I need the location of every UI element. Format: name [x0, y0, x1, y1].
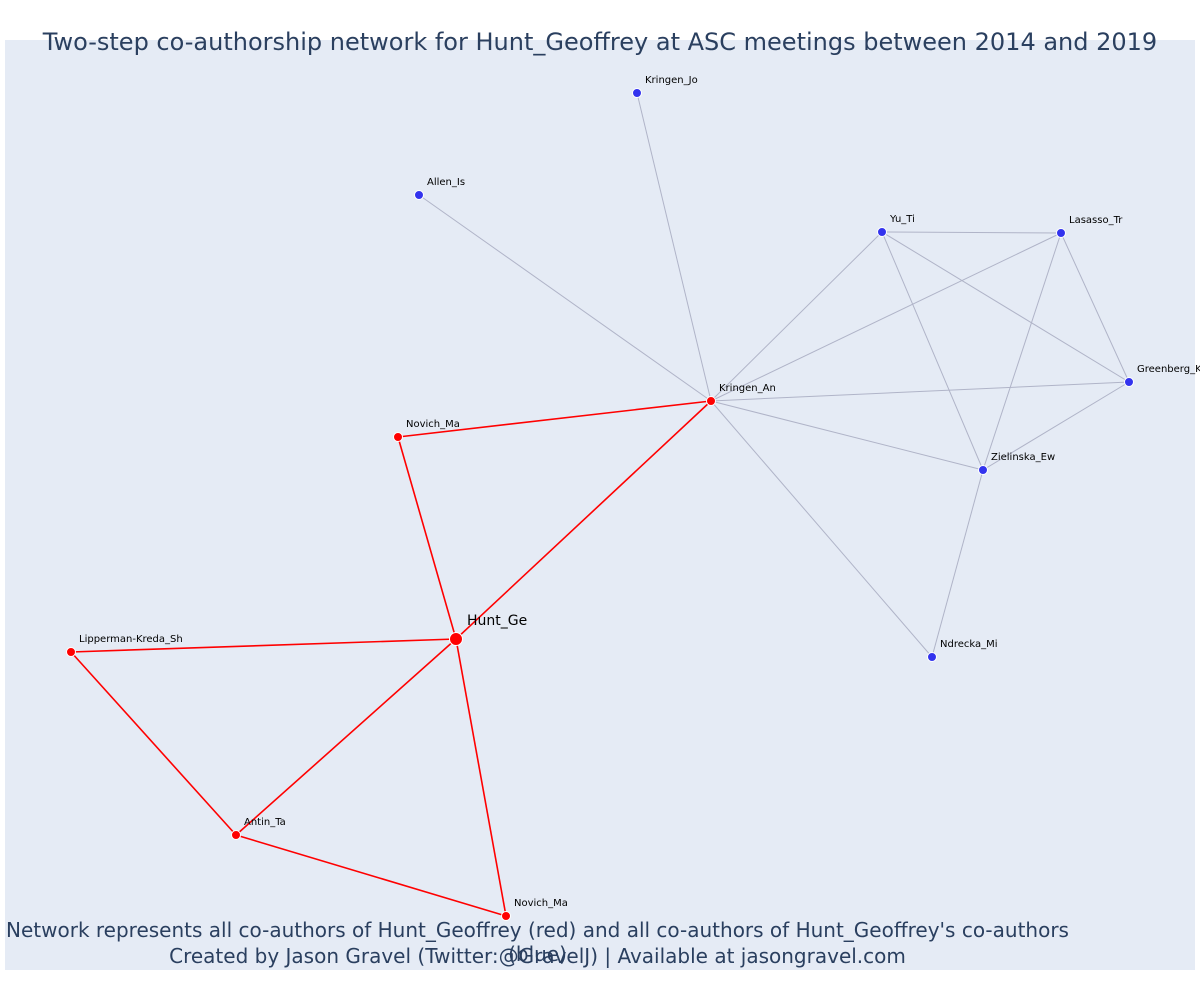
node-label-kringen_jo: Kringen_Jo	[645, 75, 698, 86]
node-antin[interactable]	[231, 830, 241, 840]
node-greenberg[interactable]	[1124, 377, 1134, 387]
chart-title: Two-step co-authorship network for Hunt_…	[42, 28, 1158, 56]
edge-hunt-novich2	[455, 638, 507, 917]
edge-layer	[70, 92, 1130, 917]
edge-hunt-lipperman	[70, 638, 457, 653]
edge-antin-novich2	[235, 834, 507, 917]
edge-kringen_an-allen	[418, 194, 712, 402]
edge-yu-lasasso	[881, 231, 1062, 234]
edge-novich1-kringen_an	[397, 400, 712, 438]
node-label-novich1: Novich_Ma	[406, 419, 460, 430]
node-lasasso[interactable]	[1056, 228, 1066, 238]
edge-yu-zielinska	[881, 231, 984, 471]
edge-kringen_an-ndrecka	[710, 400, 933, 658]
edge-hunt-kringen_an	[455, 400, 712, 640]
node-label-greenberg: Greenberg_K	[1137, 364, 1200, 375]
node-allen[interactable]	[414, 190, 424, 200]
label-layer: Hunt_Ge Novich_Ma Kringen_An Lipperman-Kred…	[79, 75, 1200, 909]
footer-caption: Network represents all co-authors of Hun…	[6, 918, 1069, 966]
edge-hunt-antin	[235, 638, 457, 836]
edge-kringen_an-kringen_jo	[636, 92, 712, 402]
edge-greenberg-zielinska	[982, 381, 1130, 471]
node-label-allen: Allen_Is	[427, 177, 465, 188]
node-label-ndrecka: Ndrecka_Mi	[940, 639, 998, 650]
node-kringen_jo[interactable]	[632, 88, 642, 98]
node-ndrecka[interactable]	[927, 652, 937, 662]
edge-hunt-novich1	[397, 436, 457, 640]
node-label-lipperman: Lipperman-Kreda_Sh	[79, 634, 183, 645]
footer-credit: Created by Jason Gravel (Twitter:@Gravel…	[169, 944, 906, 968]
node-label-hunt: Hunt_Ge	[467, 613, 527, 629]
edge-kringen_an-zielinska	[710, 400, 984, 471]
edge-lasasso-zielinska	[982, 232, 1062, 471]
edge-lipperman-antin	[70, 651, 237, 836]
edge-kringen_an-lasasso	[710, 232, 1062, 402]
node-label-kringen_an: Kringen_An	[719, 383, 776, 394]
node-zielinska[interactable]	[978, 465, 988, 475]
edge-kringen_an-greenberg	[710, 381, 1130, 402]
edge-lasasso-greenberg	[1060, 232, 1130, 383]
node-label-novich2: Novich_Ma	[514, 898, 568, 909]
node-layer	[66, 88, 1134, 921]
node-label-yu: Yu_Ti	[889, 214, 915, 225]
node-lipperman[interactable]	[66, 647, 76, 657]
node-novich1[interactable]	[393, 432, 403, 442]
node-kringen_an[interactable]	[706, 396, 716, 406]
node-novich2[interactable]	[501, 911, 511, 921]
node-label-lasasso: Lasasso_Tr	[1069, 215, 1123, 226]
node-label-zielinska: Zielinska_Ew	[991, 452, 1055, 463]
edge-yu-greenberg	[881, 231, 1130, 383]
node-hunt[interactable]	[449, 632, 463, 646]
edge-kringen_an-yu	[710, 231, 883, 402]
node-label-antin: Antin_Ta	[244, 817, 286, 828]
node-yu[interactable]	[877, 227, 887, 237]
edge-zielinska-ndrecka	[931, 469, 984, 658]
